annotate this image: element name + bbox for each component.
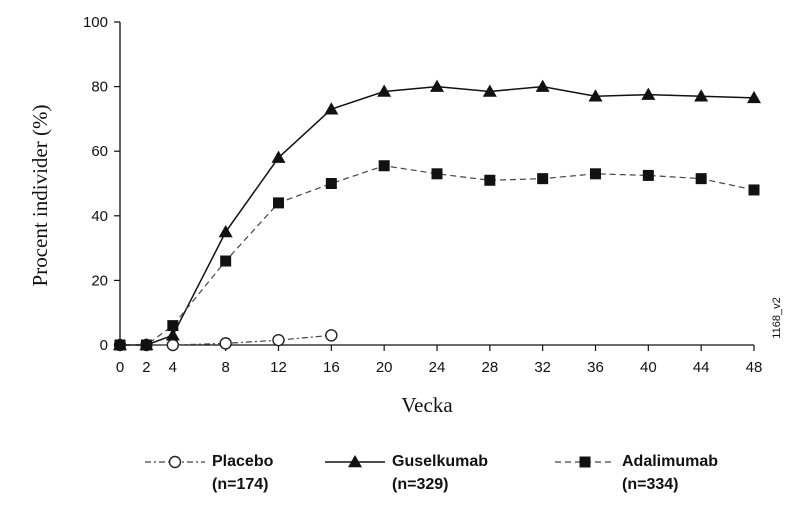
data-point-adalimumab bbox=[273, 197, 284, 209]
x-tick-label: 12 bbox=[270, 359, 287, 376]
data-point-placebo bbox=[325, 329, 338, 342]
y-tick-label: 20 bbox=[91, 272, 108, 289]
x-tick-label: 36 bbox=[587, 359, 604, 376]
axes bbox=[119, 22, 754, 346]
x-tick-label: 24 bbox=[429, 359, 446, 376]
data-point-adalimumab bbox=[484, 174, 496, 186]
x-tick-label: 16 bbox=[323, 359, 340, 376]
x-tick-label: 8 bbox=[221, 359, 229, 376]
data-point-guselkumab bbox=[641, 87, 656, 100]
data-point-guselkumab bbox=[535, 79, 550, 92]
x-tick-label: 0 bbox=[116, 359, 124, 376]
y-tick-label: 0 bbox=[100, 337, 108, 354]
data-point-adalimumab bbox=[378, 160, 390, 172]
series-adalimumab bbox=[114, 160, 760, 351]
legend-item-placebo: Placebo (n=174) bbox=[145, 453, 274, 493]
legend: Placebo (n=174) Guselkumab (n=329) Adalimuma… bbox=[145, 453, 718, 493]
data-point-adalimumab bbox=[695, 173, 707, 185]
y-axis-label: Procent individer (%) bbox=[28, 105, 52, 287]
legend-item-adalimumab: Adalimumab (n=334) bbox=[555, 453, 718, 493]
y-tick-label: 60 bbox=[91, 143, 108, 160]
data-point-placebo bbox=[272, 333, 285, 347]
x-tick-label: 20 bbox=[376, 359, 393, 376]
data-point-guselkumab bbox=[588, 89, 603, 102]
data-point-guselkumab bbox=[747, 90, 761, 104]
series-guselkumab bbox=[113, 79, 761, 351]
data-point-guselkumab bbox=[482, 84, 497, 97]
data-point-guselkumab bbox=[324, 102, 339, 115]
legend-marker-guselkumab bbox=[348, 455, 362, 468]
data-point-adalimumab bbox=[220, 255, 232, 267]
x-tick-label: 48 bbox=[746, 359, 763, 376]
data-point-adalimumab bbox=[431, 168, 443, 180]
legend-item-guselkumab: Guselkumab (n=329) bbox=[325, 453, 488, 493]
series-line-placebo bbox=[120, 334, 332, 346]
data-point-adalimumab bbox=[167, 320, 179, 332]
data-point-adalimumab bbox=[642, 169, 654, 181]
data-point-guselkumab bbox=[694, 89, 709, 102]
legend-n-guselkumab: (n=329) bbox=[392, 476, 448, 493]
legend-label-placebo: Placebo bbox=[212, 453, 274, 470]
data-point-guselkumab bbox=[165, 328, 180, 341]
data-point-adalimumab bbox=[537, 173, 549, 185]
x-tick-label: 28 bbox=[481, 359, 498, 376]
data-point-adalimumab bbox=[748, 184, 760, 196]
series-line-adalimumab bbox=[120, 165, 755, 346]
data-point-guselkumab bbox=[271, 150, 286, 163]
x-tick-label: 2 bbox=[142, 359, 150, 376]
figure-code-label: 1168_v2 bbox=[771, 297, 783, 338]
y-axis-ticks: 0 20 40 60 80 100 bbox=[83, 14, 120, 354]
data-point-adalimumab bbox=[590, 168, 601, 180]
data-point-guselkumab bbox=[218, 224, 233, 238]
legend-label-adalimumab: Adalimumab bbox=[622, 453, 718, 470]
data-point-adalimumab bbox=[325, 178, 337, 189]
x-tick-label: 4 bbox=[169, 359, 177, 376]
data-point-adalimumab bbox=[140, 339, 152, 351]
data-point-guselkumab bbox=[430, 79, 444, 92]
y-tick-label: 100 bbox=[83, 14, 108, 31]
y-tick-label: 80 bbox=[91, 79, 108, 96]
y-tick-label: 40 bbox=[91, 208, 108, 225]
x-axis-ticks: 0 2 4 8 12 16 20 24 28 32 36 40 44 48 bbox=[116, 345, 763, 376]
legend-n-adalimumab: (n=334) bbox=[622, 476, 678, 493]
data-point-guselkumab bbox=[377, 84, 392, 97]
data-point-placebo bbox=[166, 338, 180, 352]
x-axis-label: Vecka bbox=[401, 393, 453, 417]
legend-marker-adalimumab bbox=[579, 456, 591, 468]
legend-marker-placebo bbox=[168, 455, 182, 469]
series-layer bbox=[113, 79, 761, 352]
series-line-guselkumab bbox=[120, 85, 755, 346]
x-tick-label: 44 bbox=[693, 359, 710, 376]
legend-n-placebo: (n=174) bbox=[212, 476, 268, 493]
data-point-placebo bbox=[219, 337, 232, 350]
x-tick-label: 32 bbox=[534, 359, 551, 376]
data-point-adalimumab bbox=[114, 339, 126, 351]
x-tick-label: 40 bbox=[640, 359, 657, 376]
legend-label-guselkumab: Guselkumab bbox=[392, 453, 488, 470]
